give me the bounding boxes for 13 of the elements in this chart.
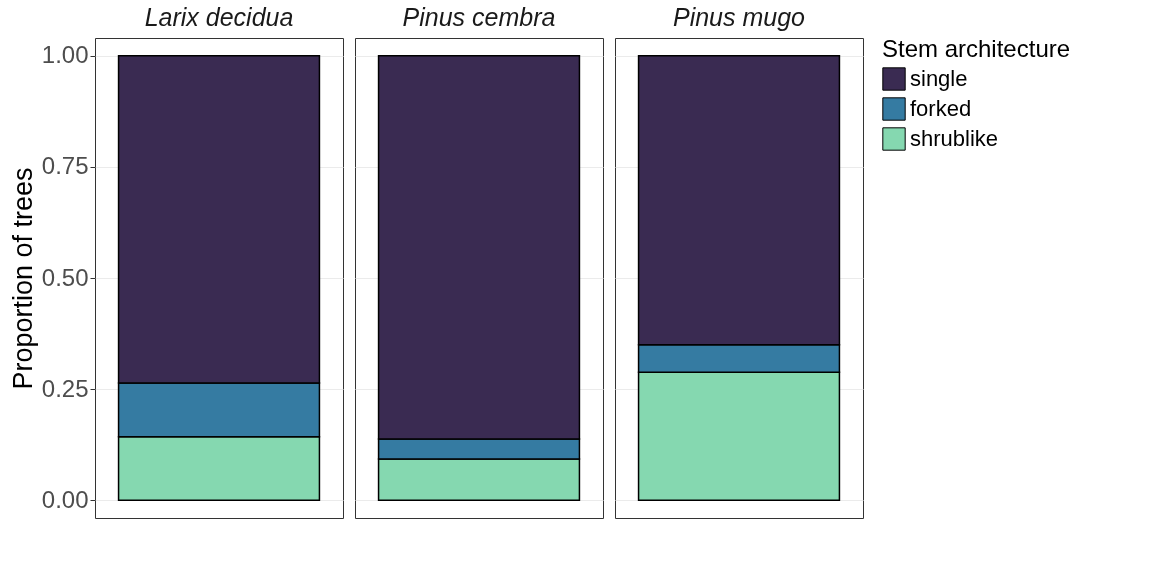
legend-label: forked: [910, 96, 972, 121]
y-tick-label: 0.75: [41, 152, 89, 180]
y-tick-label: 0.25: [41, 374, 89, 402]
legend-label: shrublike: [910, 126, 999, 151]
y-tick-label: 0.50: [41, 263, 89, 291]
y-tick-label: 0.00: [41, 485, 89, 513]
y-tick-label: 1.00: [41, 41, 89, 69]
legend-label: single: [910, 66, 968, 91]
x-tick-label: Pinus cembra: [402, 2, 556, 31]
x-tick-label: Pinus mugo: [672, 2, 806, 31]
legend-title: Stem architecture: [882, 35, 1071, 62]
y-axis-title: Proportion of trees: [7, 167, 38, 390]
x-tick-label: Larix decidua: [144, 2, 294, 31]
